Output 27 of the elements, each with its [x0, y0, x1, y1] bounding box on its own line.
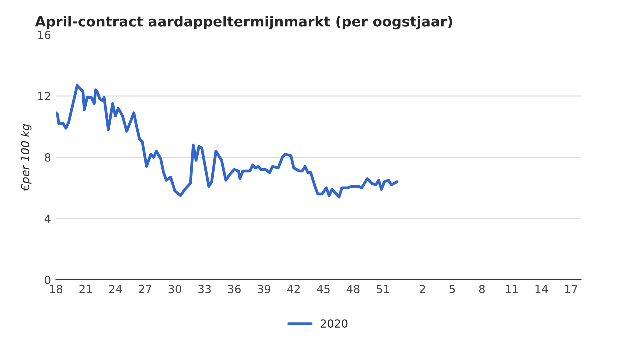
- x-tick-label: 33: [198, 285, 212, 294]
- x-tick-label: 14: [536, 285, 548, 294]
- y-tick-label: 4: [44, 214, 51, 223]
- y-tick-label: 16: [38, 30, 51, 40]
- x-tick-label: 39: [258, 285, 271, 294]
- y-tick-label: 12: [38, 92, 50, 100]
- x-tick-label: 36: [228, 285, 241, 294]
- x-tick-label: 48: [346, 285, 360, 294]
- line-series: [56, 84, 399, 199]
- y-axis-title: €per 100 kg: [20, 124, 32, 192]
- x-tick-label: 30: [168, 285, 182, 294]
- chart-title: April-contract aardappeltermijnmarkt (per oogstjaar): [35, 16, 452, 30]
- x-tick-label: 8: [479, 285, 485, 294]
- x-tick-label: 2: [420, 285, 426, 294]
- legend-label: 2020: [320, 320, 348, 328]
- x-tick-label: 17: [565, 285, 578, 294]
- x-tick-label: 51: [376, 285, 390, 294]
- x-tick-label: 11: [506, 285, 518, 294]
- x-tick-label: 5: [450, 285, 456, 294]
- y-tick-label: 8: [45, 153, 51, 162]
- x-tick-label: 18: [50, 285, 63, 294]
- x-tick-label: 24: [109, 285, 122, 294]
- x-tick-label: 42: [287, 285, 300, 294]
- x-tick-label: 21: [80, 285, 92, 294]
- x-tick-label: 45: [317, 285, 330, 294]
- x-tick-label: 27: [139, 285, 152, 294]
- y-tick-label: 0: [45, 276, 51, 284]
